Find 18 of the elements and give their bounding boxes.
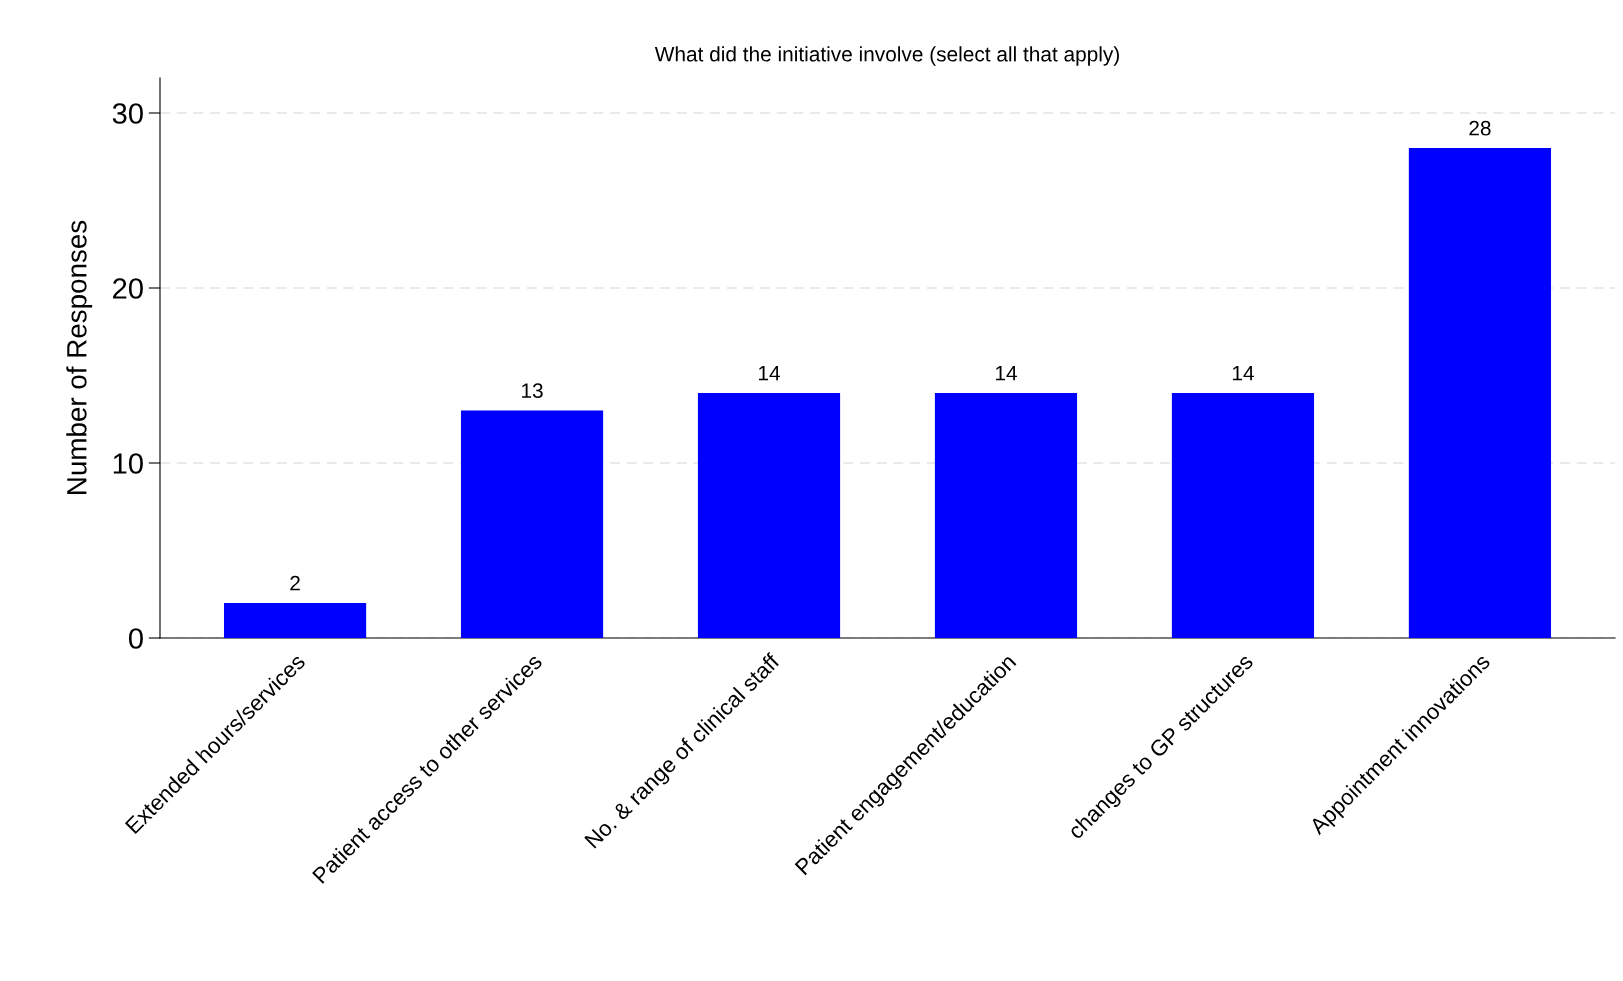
y-tick-label: 30 xyxy=(112,103,143,124)
y-axis-title: Number of Responses xyxy=(66,220,93,494)
y-tick-label: 20 xyxy=(113,278,143,299)
bar xyxy=(1408,148,1552,638)
data-label: 2 xyxy=(290,575,300,591)
bar xyxy=(223,603,367,638)
data-label: 28 xyxy=(1469,120,1491,136)
data-label: 13 xyxy=(522,383,543,399)
data-label: 14 xyxy=(759,366,780,381)
data-label: 14 xyxy=(1232,366,1254,381)
bar xyxy=(934,393,1078,638)
y-tick-label: 0 xyxy=(128,628,143,649)
chart-title: What did the initiative involve (select all that apply) xyxy=(654,46,1119,66)
bar xyxy=(1171,393,1315,638)
bar xyxy=(697,393,841,638)
data-label: 14 xyxy=(995,366,1017,381)
y-tick-label: 10 xyxy=(113,453,143,474)
bar xyxy=(460,410,604,638)
